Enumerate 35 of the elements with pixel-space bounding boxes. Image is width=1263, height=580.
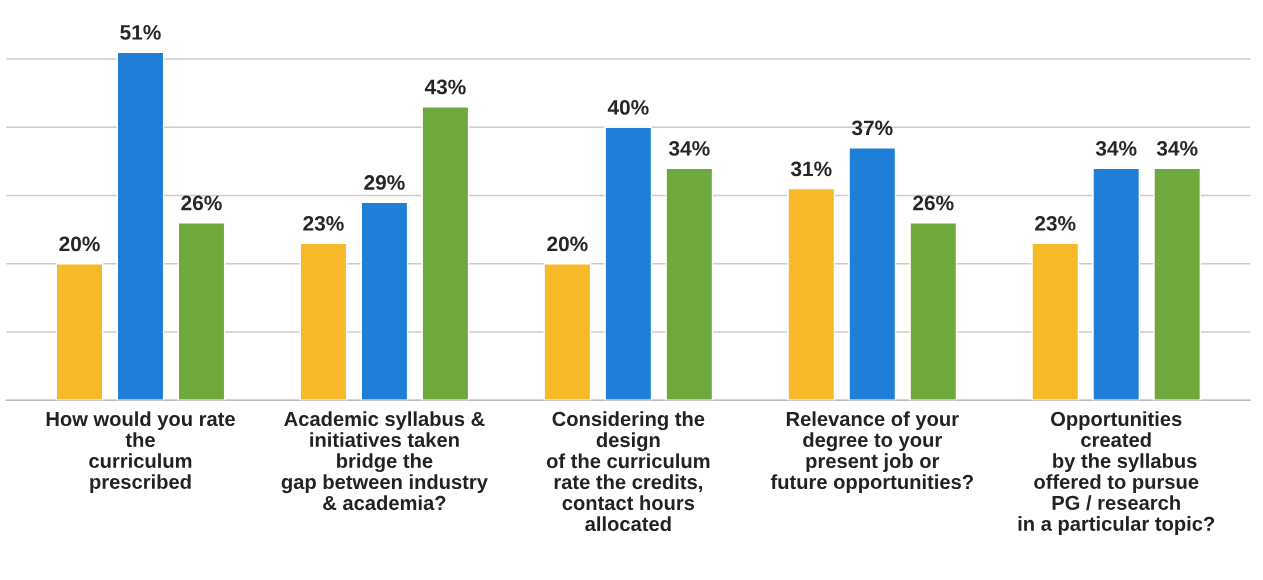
data-label: 43% (424, 79, 466, 95)
data-label: 34% (668, 141, 710, 156)
data-label: 34% (1095, 141, 1137, 156)
data-label: 23% (1035, 216, 1076, 231)
bar (116, 51, 165, 401)
x-tick-label: Opportunities created by the syllabus offered to pursue PG / research in a particular topic? (1018, 411, 1215, 535)
bar (1031, 242, 1080, 401)
bar (177, 222, 226, 401)
data-label: 37% (851, 120, 893, 136)
x-tick-label: Considering the design of the curriculum rate the credits, contact hours allocated (546, 411, 710, 532)
data-label: 20% (547, 236, 588, 252)
data-label: 40% (607, 100, 649, 115)
x-tick-label: How would you rate the curriculum prescribed (46, 411, 235, 493)
bar (1153, 167, 1202, 401)
bar (665, 167, 714, 401)
bar (299, 242, 348, 401)
x-tick-label: Academic syllabus & initiatives taken bridge the gap between industry & academia? (281, 411, 488, 511)
bar (787, 187, 836, 401)
bar (55, 263, 104, 401)
bar (848, 147, 897, 401)
data-label: 29% (364, 175, 405, 190)
x-tick-label: Relevance of your degree to your present job or future opportunities? (770, 411, 973, 494)
bar (909, 222, 958, 401)
data-label: 23% (303, 216, 344, 231)
data-label: 31% (790, 161, 832, 177)
data-label: 51% (120, 25, 161, 40)
data-label: 20% (59, 236, 100, 252)
bar (604, 126, 653, 401)
data-label: 26% (181, 195, 222, 211)
bar (1092, 167, 1141, 401)
bar (543, 263, 592, 401)
data-label: 34% (1156, 141, 1198, 156)
data-label: 26% (913, 195, 954, 211)
bar (421, 106, 470, 401)
bar (360, 201, 409, 401)
